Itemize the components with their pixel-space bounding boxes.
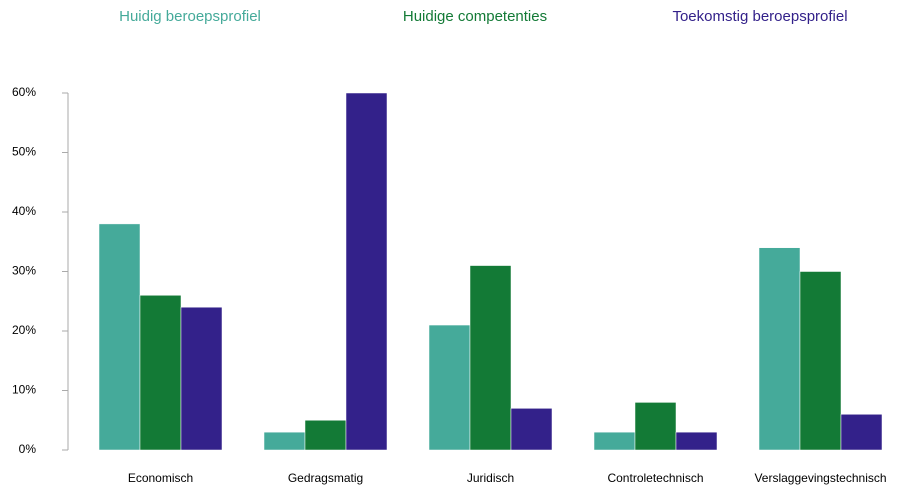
y-tick-label: 0% bbox=[19, 442, 37, 456]
bar bbox=[510, 408, 553, 451]
x-tick-label: Juridisch bbox=[467, 471, 514, 485]
y-tick-label: 60% bbox=[12, 85, 36, 99]
bar bbox=[799, 271, 842, 451]
bar bbox=[469, 265, 512, 451]
y-tick-label: 50% bbox=[12, 145, 36, 159]
bar bbox=[263, 431, 306, 451]
x-tick-label: Gedragsmatig bbox=[288, 471, 363, 485]
bar bbox=[345, 92, 388, 451]
x-tick-label: Economisch bbox=[128, 471, 193, 485]
bar bbox=[139, 295, 182, 451]
bar bbox=[98, 223, 141, 451]
bar bbox=[180, 306, 223, 451]
bar bbox=[593, 431, 636, 451]
x-tick-label: Controletechnisch bbox=[607, 471, 703, 485]
y-tick-label: 30% bbox=[12, 264, 36, 278]
x-tick-label: Verslaggevingstechnisch bbox=[754, 471, 886, 485]
legend-entry: Toekomstig beroepsprofiel bbox=[672, 8, 847, 25]
bar bbox=[840, 414, 883, 451]
bar bbox=[428, 324, 471, 451]
bar bbox=[675, 431, 718, 451]
bar bbox=[304, 420, 347, 451]
legend-entry: Huidig beroepsprofiel bbox=[119, 8, 261, 25]
bar bbox=[758, 247, 801, 451]
legend-entry: Huidige competenties bbox=[403, 8, 547, 25]
y-tick-label: 10% bbox=[12, 383, 36, 397]
y-tick-label: 40% bbox=[12, 204, 36, 218]
y-tick-label: 20% bbox=[12, 323, 36, 337]
bar bbox=[634, 402, 677, 451]
